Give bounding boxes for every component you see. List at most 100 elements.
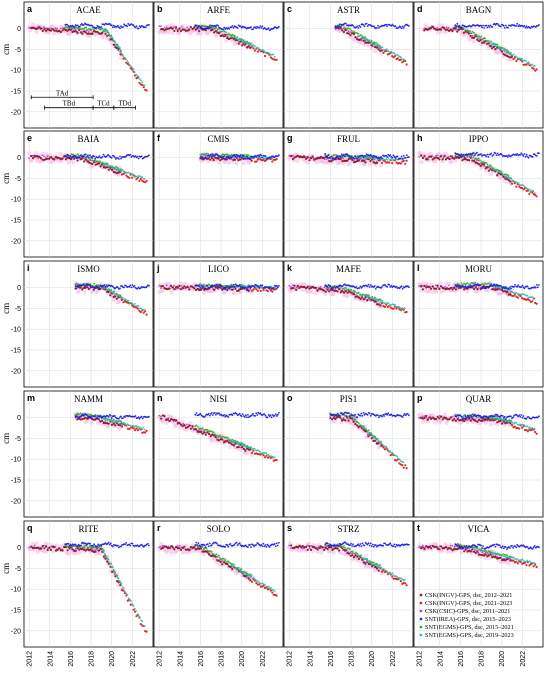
series-point-ingv-2012 — [194, 28, 197, 31]
series-point-irea — [336, 155, 339, 158]
panel-title: BAIA — [78, 134, 100, 144]
series-point-egms-2015 — [466, 282, 469, 284]
series-point-irea — [492, 154, 495, 156]
series-point-irea — [507, 26, 509, 29]
panel-letter: a — [27, 4, 33, 14]
series-point-irea — [75, 287, 78, 290]
y-axis-label: cm — [1, 433, 11, 444]
series-point-irea — [96, 417, 99, 419]
series-point-csic — [43, 155, 45, 158]
series-point-ingv-2012 — [38, 26, 41, 29]
series-point-ingv-2012 — [359, 297, 362, 300]
series-point-ingv-2021 — [252, 449, 255, 452]
series-point-irea — [495, 154, 498, 157]
series-point-csic-halo — [309, 289, 314, 294]
panel-letter: e — [27, 133, 32, 143]
series-point-csic-halo — [206, 30, 211, 34]
series-point-ingv-2012 — [189, 427, 192, 430]
series-point-ingv-2012 — [76, 31, 79, 34]
series-point-irea — [209, 26, 212, 29]
series-point-ingv-2012 — [481, 41, 484, 44]
series-point-egms-2019 — [114, 41, 116, 44]
series-point-egms-2015 — [490, 282, 493, 285]
panel-title: LICO — [208, 264, 229, 274]
series-point-csic-halo — [34, 30, 39, 34]
series-point-egms-2019 — [533, 64, 536, 67]
series-point-egms-2015 — [469, 30, 471, 33]
series-point-egms-2019 — [501, 47, 504, 50]
y-tick-label: -15 — [11, 218, 21, 225]
series-point-irea — [108, 22, 111, 25]
series-point-irea — [134, 155, 137, 157]
series-point-ingv-2012 — [36, 27, 39, 30]
series-point-irea — [238, 284, 241, 286]
series-point-irea — [356, 25, 359, 28]
series-point-csic — [197, 28, 200, 31]
series-point-ingv-2012 — [456, 30, 459, 33]
series-point-egms-2019 — [143, 178, 146, 180]
series-point-egms-2015 — [217, 28, 220, 31]
series-point-ingv-2012 — [33, 27, 36, 30]
panel-frame — [413, 1, 544, 129]
series-point-egms-2015 — [471, 31, 474, 33]
series-point-ingv-2012 — [374, 46, 377, 49]
series-point-irea — [252, 28, 255, 30]
series-point-egms-2015 — [351, 291, 354, 294]
panel-title: ASTR — [337, 5, 360, 15]
series-point-irea — [529, 27, 532, 30]
series-point-csic — [54, 27, 57, 30]
series-point-irea — [74, 285, 77, 288]
series-point-ingv-2012 — [97, 32, 100, 35]
series-point-ingv-2012 — [61, 29, 64, 32]
series-point-irea — [369, 284, 372, 286]
series-point-ingv-2012 — [45, 29, 48, 32]
series-point-egms-2019 — [239, 442, 242, 445]
series-point-irea — [232, 283, 235, 286]
series-point-csic — [308, 285, 311, 288]
series-point-irea — [85, 284, 87, 287]
series-point-egms-2015 — [357, 291, 360, 294]
series-point-ingv-2021 — [262, 289, 265, 292]
series-point-egms-2019 — [496, 45, 499, 47]
series-point-irea — [490, 152, 493, 155]
series-point-csic-halo — [167, 30, 172, 35]
series-point-egms-2015 — [479, 36, 481, 39]
series-point-egms-2015 — [195, 424, 198, 427]
series-point-irea — [278, 412, 280, 414]
series-point-csic-halo — [33, 151, 38, 156]
series-point-irea — [509, 286, 511, 288]
series-point-csic — [238, 40, 240, 43]
series-point-irea — [535, 284, 538, 286]
series-point-ingv-2012 — [221, 438, 224, 441]
series-point-egms-2019 — [516, 56, 519, 59]
series-point-ingv-2012 — [448, 157, 451, 161]
series-point-csic-halo — [71, 160, 76, 165]
series-point-csic-halo — [509, 58, 513, 62]
series-point-irea — [516, 153, 519, 155]
panel-d: d BAGN — [413, 1, 544, 129]
series-point-irea — [373, 285, 376, 287]
series-point-csic-halo — [329, 419, 334, 424]
series-point-egms-2019 — [106, 163, 109, 166]
series-point-ingv-2012 — [209, 435, 212, 438]
series-point-ingv-2012 — [443, 155, 446, 158]
series-point-egms-2019 — [502, 173, 505, 176]
panel-letter: l — [417, 263, 420, 273]
series-point-egms-2019 — [385, 48, 388, 51]
series-point-egms-2015 — [480, 35, 483, 38]
series-point-irea — [487, 156, 490, 158]
series-point-egms-2019 — [116, 45, 119, 47]
series-point-egms-2019 — [143, 309, 146, 311]
series-point-ingv-2012 — [38, 155, 41, 158]
series-point-irea — [144, 26, 147, 28]
series-point-ingv-2012 — [221, 34, 224, 37]
series-point-irea — [388, 283, 391, 286]
series-point-csic — [418, 155, 421, 158]
series-point-ingv-2012 — [341, 290, 344, 293]
series-point-ingv-2021 — [266, 290, 269, 293]
series-point-ingv-2012 — [479, 39, 482, 42]
panel-frame — [153, 1, 284, 129]
series-point-ingv-2021 — [532, 67, 535, 70]
series-point-egms-2019 — [121, 296, 124, 299]
series-point-ingv-2012 — [306, 156, 309, 159]
